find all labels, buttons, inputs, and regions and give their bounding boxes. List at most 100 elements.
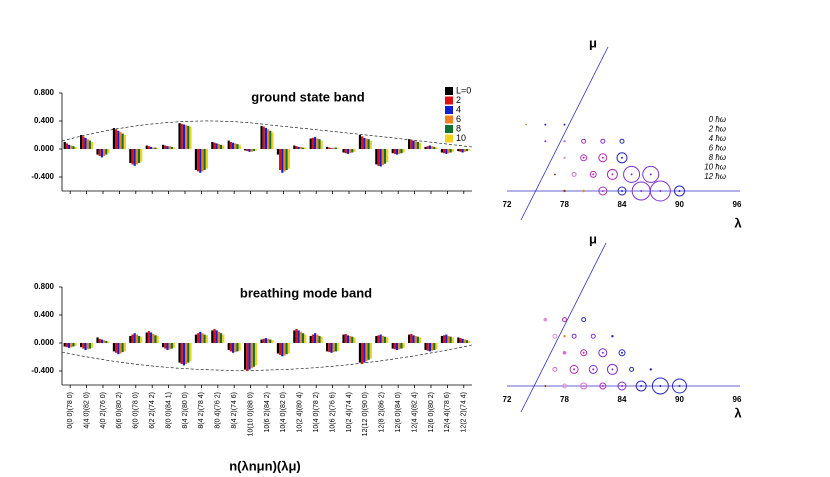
bar <box>182 343 185 366</box>
bar <box>63 343 66 347</box>
legend-label: 8 <box>456 123 461 133</box>
bar <box>349 149 352 154</box>
bar <box>367 139 370 149</box>
bar <box>344 333 347 343</box>
bubble <box>598 348 608 358</box>
bar <box>100 149 103 158</box>
bar <box>156 336 159 343</box>
bar <box>203 334 206 343</box>
bar <box>135 334 138 343</box>
bubble <box>581 317 587 323</box>
bar <box>234 143 237 149</box>
x-tick-label: 8(4 2)(74 6) <box>231 392 238 429</box>
bar <box>283 149 286 172</box>
bar <box>123 135 126 149</box>
bubble <box>618 349 626 357</box>
bar <box>131 334 134 343</box>
bar <box>74 343 77 346</box>
legend-label: 10 <box>456 133 466 143</box>
legend-label: 6 <box>456 114 461 124</box>
bar <box>234 343 237 353</box>
bar <box>164 145 167 149</box>
bar <box>185 343 188 364</box>
bubble <box>606 168 618 180</box>
bar <box>393 149 397 154</box>
bar <box>137 336 141 343</box>
bar <box>279 343 282 355</box>
bubble <box>544 385 547 387</box>
bar <box>279 149 282 170</box>
bar <box>271 132 274 149</box>
bar <box>187 343 190 363</box>
bar <box>164 343 167 349</box>
chart-title: ground state band <box>251 89 364 104</box>
x-tick-label: 12(6 0)(80 2) <box>428 392 435 432</box>
bar <box>295 146 298 149</box>
bar <box>414 336 417 343</box>
bar <box>205 335 208 343</box>
bubble-core <box>611 173 614 176</box>
bubble-core <box>621 385 623 387</box>
x-tick-label: 8(4 2)(80 0) <box>182 392 189 429</box>
bar <box>293 330 296 343</box>
bar <box>379 334 382 343</box>
bar <box>283 343 286 356</box>
bar <box>238 343 241 351</box>
x-tick-label: 78 <box>560 395 569 404</box>
bar <box>244 149 247 151</box>
bar <box>236 343 239 352</box>
bar <box>72 146 75 149</box>
legend-swatch <box>445 125 453 133</box>
x-axis-label: λ <box>734 215 742 230</box>
x-tick-label: 8(0 4)(76 2) <box>215 392 222 429</box>
bubble <box>562 383 567 389</box>
bubble <box>623 165 641 183</box>
bar <box>346 149 349 154</box>
x-tick-label: 12(4 4)(82 4) <box>411 392 418 432</box>
bar <box>112 343 116 352</box>
x-tick-label: 8(4 2)(78 4) <box>198 392 205 429</box>
bar <box>309 336 312 343</box>
bar <box>182 124 185 149</box>
bubble <box>543 317 548 322</box>
bar <box>320 336 323 343</box>
bar <box>375 336 378 343</box>
bar <box>145 145 148 149</box>
bar <box>140 336 143 343</box>
bar <box>451 149 454 152</box>
bubble-core <box>582 385 585 387</box>
bar <box>74 146 77 149</box>
bubble <box>563 335 566 338</box>
x-tick-label: 72 <box>503 395 512 404</box>
bar <box>194 149 198 170</box>
bubble <box>590 333 596 339</box>
bubble <box>598 153 608 163</box>
bar <box>211 330 214 343</box>
bar <box>201 333 204 343</box>
bar <box>222 334 225 343</box>
bar <box>131 149 134 165</box>
bar <box>215 143 218 149</box>
bubble <box>600 138 606 144</box>
bar <box>229 142 233 149</box>
x-tick-label: 96 <box>733 395 742 404</box>
bar <box>334 343 337 352</box>
bubble <box>563 189 566 193</box>
bar <box>336 148 340 149</box>
bubble <box>580 349 588 357</box>
x-tick-label: 12(6 0)(84 0) <box>395 392 402 432</box>
bar <box>180 343 183 364</box>
bar <box>250 343 253 369</box>
bar <box>219 144 223 149</box>
bubble <box>588 364 598 374</box>
bar <box>431 146 434 149</box>
bar <box>205 149 208 169</box>
bubble-core <box>649 173 652 176</box>
bar <box>435 147 438 149</box>
bar <box>293 145 296 149</box>
bar <box>65 343 69 348</box>
bar <box>365 138 368 149</box>
x-tick-label: 6(0 0)(78 0) <box>133 392 140 429</box>
bar <box>367 343 370 360</box>
x-tick-label: 4(0 2)(76 0) <box>100 392 107 429</box>
